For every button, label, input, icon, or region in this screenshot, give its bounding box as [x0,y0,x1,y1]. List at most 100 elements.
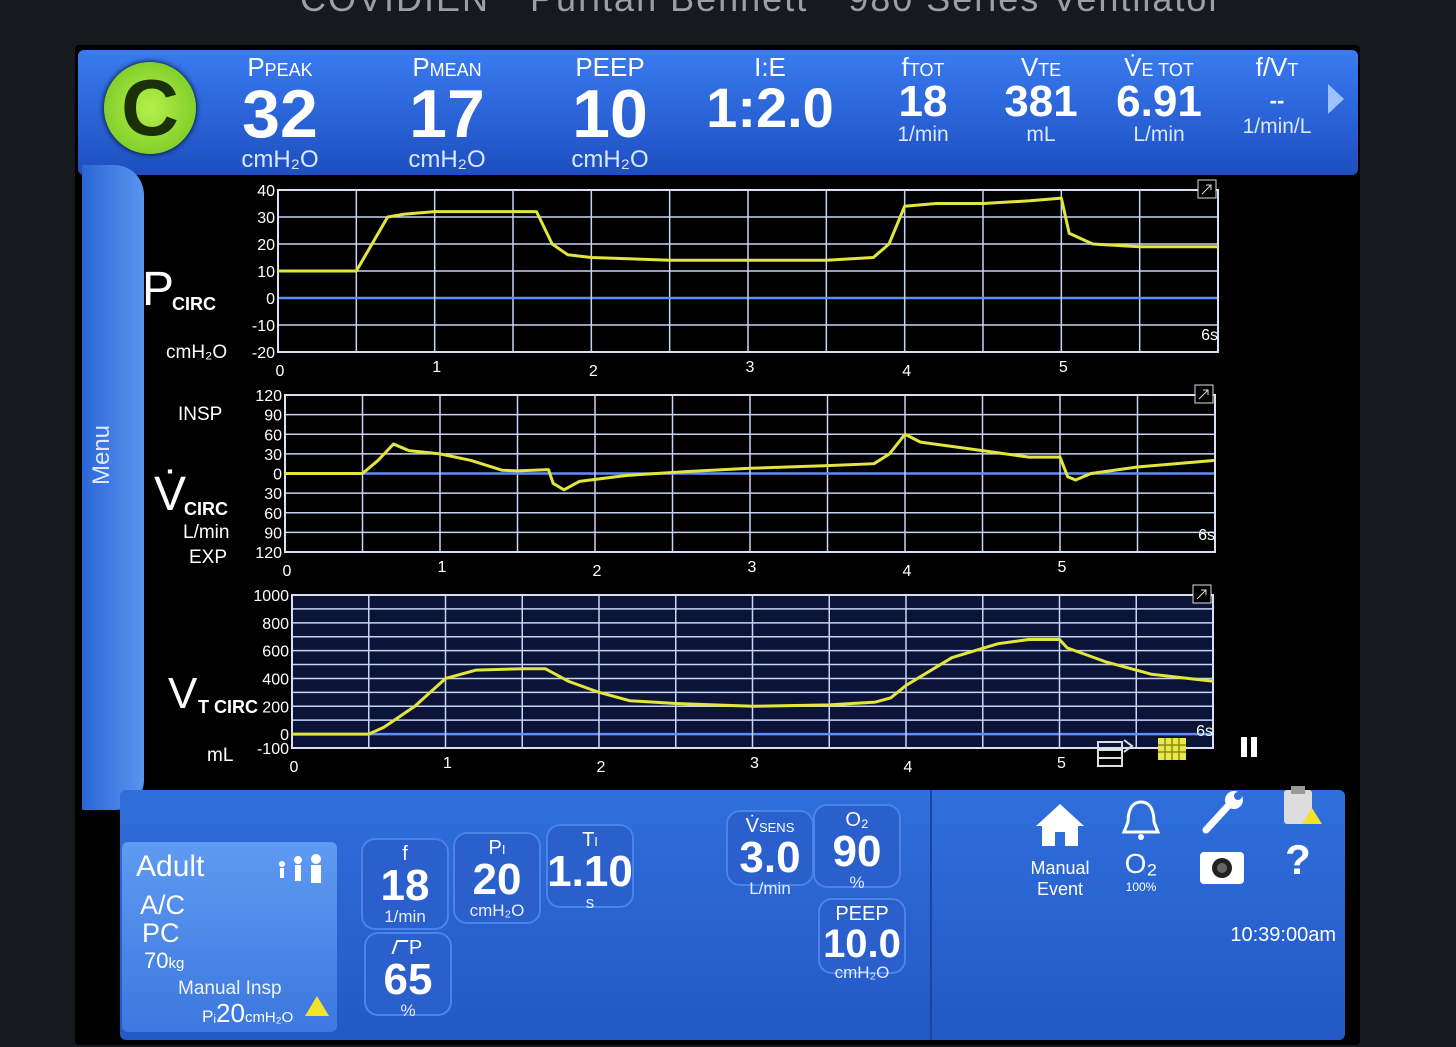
x-tick-label: 0 [283,563,292,580]
setting-label: PEEP [818,904,906,924]
x-tick-label: 1 [443,755,452,772]
brand-bar: COVIDIEN Puritan Bennett 980 Series Ventil… [300,0,1262,20]
monitored-item: PEEP 10 cmH₂O [571,54,648,172]
layout-icon[interactable] [1096,736,1136,770]
monitored-unit: cmH₂O [241,146,319,173]
o2-label: O₂ [1124,848,1158,879]
setting-unit: s [585,893,595,912]
ibw-unit: kg [168,955,185,972]
manual-pi-label: Pᵢ [202,1007,217,1026]
y-tick-label: 0 [273,467,282,484]
pause-icon[interactable] [1238,734,1262,760]
y-tick-label: 200 [262,699,289,716]
y-axis-unit: cmH₂O [166,342,227,363]
monitored-value: 381 [1004,77,1078,126]
y-tick-label: 0 [280,727,289,744]
mandatory-type: PC [142,918,180,948]
setting-value: 3.0 [739,833,801,882]
setting-button[interactable]: f 18 1/min [361,838,449,930]
clock: 10:39:00am [1230,924,1336,946]
label: f/V [1255,52,1288,82]
alert-icon [305,996,329,1016]
setting-label: V̇SENS [726,816,814,836]
y-tick-label: 10 [257,264,275,281]
monitored-label: I:E [706,54,834,80]
setting-button[interactable]: PI 20 cmH₂O [453,832,541,924]
setting-button[interactable]: V̇SENS 3.0 L/min [726,810,814,897]
y-tick-label: 20 [257,237,275,254]
x-tick-label: 4 [904,759,913,776]
next-arrow[interactable] [1326,82,1346,116]
label: T [582,829,595,851]
monitored-label: PMEAN [408,54,485,80]
x-tick-label: 2 [589,363,598,380]
expand-arrow [1196,589,1207,600]
y-tick-label: 90 [264,408,282,425]
label: O₂ [845,809,869,831]
rise-icon [391,940,409,954]
setting-unit: % [849,873,865,892]
manual-pi-value: 20 [216,998,245,1028]
label: P [488,837,502,859]
setting-button[interactable]: P 65% [364,932,452,1020]
label: I:E [754,52,786,82]
status-letter: C [121,63,179,152]
setting-unit: % [400,1001,416,1020]
ibw-value: 70 [144,948,169,973]
y-tick-label: 600 [262,644,289,661]
insp-label: INSP [178,404,222,425]
label: V̇ [1124,52,1142,82]
label-sub: TE [1038,60,1062,80]
label-sub: SENS [758,820,795,835]
setting-value: 65 [383,955,433,1004]
clipboard-icon[interactable] [1278,782,1324,828]
x-tick-label: 3 [748,559,757,576]
setting-label: O₂ [813,810,901,830]
setting-unit: 1/min [384,907,426,926]
monitored-unit: cmH₂O [408,146,486,173]
x-tick-label: 0 [290,759,299,776]
manual-pi-unit: cmH₂O [244,1009,294,1026]
monitored-label: PPEAK [241,54,318,80]
label-sub: E TOT [1141,60,1194,80]
y-axis-label: V [168,669,198,718]
monitored-item: I:E 1:2.0 [706,54,834,136]
camera-icon[interactable] [1198,846,1248,888]
menu-tab[interactable]: Menu [82,165,144,810]
patient-panel[interactable]: Adult A/C PC 70kg Manual Insp Pᵢ20cmH₂O [122,842,337,1032]
setting-value: 1.10 [547,847,633,896]
setting-value: 18 [380,861,430,910]
y-tick-label: 0 [266,291,275,308]
setting-button[interactable]: O₂ 90% [813,804,901,892]
y-tick-label: -10 [252,318,275,335]
y-axis-label-sub: CIRC [184,499,228,519]
manual-event-button[interactable] [1030,800,1090,855]
monitored-value: 32 [242,76,318,152]
setting-label: TI [546,830,634,850]
patient-icons [272,854,328,883]
setting-button[interactable]: PEEP 10.0 cmH₂O [818,898,906,981]
status-icon[interactable]: C [104,62,196,154]
monitored-label: PEEP [571,54,648,80]
o2-button[interactable] [1118,798,1164,847]
setting-value: 10.0 [823,922,901,966]
x-tick-label: 2 [593,563,602,580]
setting-unit: L/min [749,879,791,898]
monitored-item: f/VT -- 1/min/L [1243,54,1312,137]
label: f [901,52,909,82]
wrench-icon[interactable] [1198,788,1248,838]
waveform [285,432,1216,492]
help-button[interactable]: ? [1285,836,1311,883]
setting-label: PI [453,838,541,858]
y-tick-label: 1000 [253,588,289,605]
grid-icon[interactable] [1156,736,1188,764]
monitored-label: f/VT [1243,54,1312,80]
y-tick-label: 40 [257,183,275,200]
monitored-item: fTOT 18 1/min [897,54,948,145]
x-tick-label: 1 [432,359,441,376]
y-tick-label: 30 [257,210,275,227]
setting-button[interactable]: TI 1.10 s [546,824,634,912]
x-tick-label: 3 [750,755,759,772]
monitored-value: 17 [409,76,485,152]
